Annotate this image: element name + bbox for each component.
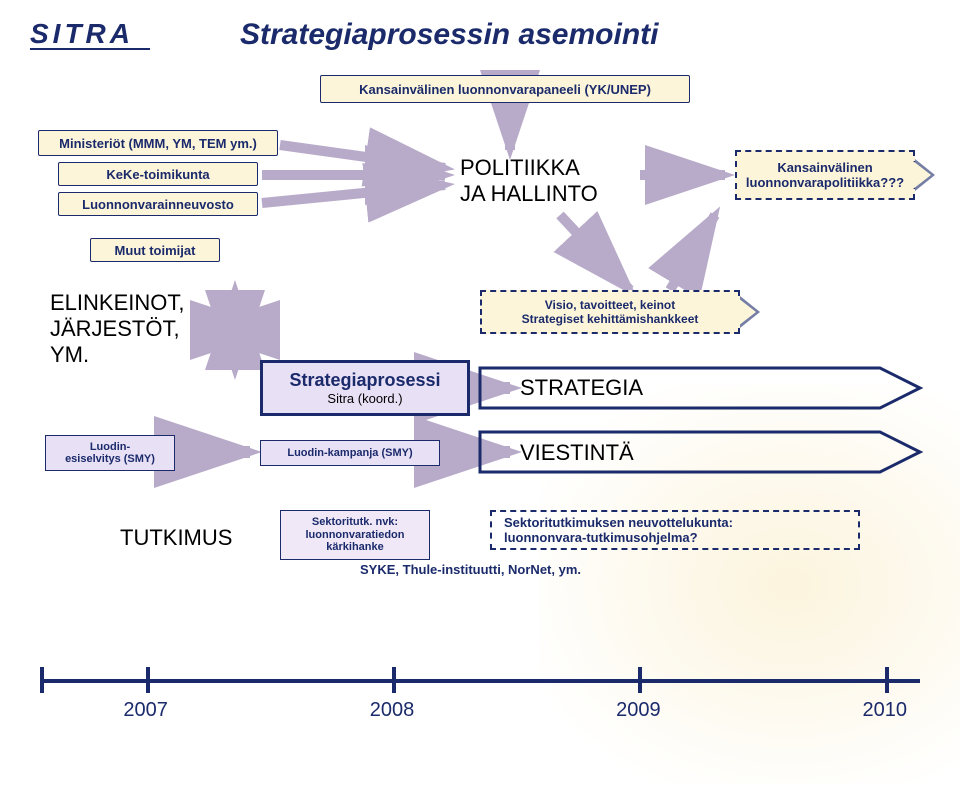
- logo-text: SITRA: [30, 18, 134, 49]
- strategy-sub: Sitra (koord.): [327, 391, 402, 406]
- viestinta-text: VIESTINTÄ: [520, 440, 634, 466]
- luodin-esi-box: Luodin- esiselvitys (SMY): [45, 435, 175, 471]
- sektori-l1: Sektoritutk. nvk:: [312, 516, 398, 529]
- strategia-text: STRATEGIA: [520, 375, 643, 401]
- elinkeinot-l2: JÄRJESTÖT,: [50, 316, 184, 342]
- visio-box: Visio, tavoitteet, keinot Strategiset ke…: [480, 290, 740, 334]
- policy-line1: POLITIIKKA: [460, 155, 598, 181]
- sektori-l3: kärkihanke: [326, 541, 383, 554]
- muut-box: Muut toimijat: [90, 238, 220, 262]
- intl-policy-text: Kansainvälinen luonnonvarapolitiikka???: [741, 160, 909, 190]
- tutkimus-text: TUTKIMUS: [120, 525, 232, 551]
- sektori-box: Sektoritutk. nvk: luonnonvaratiedon kärk…: [280, 510, 430, 560]
- timeline-tick-2008: [392, 667, 396, 693]
- elinkeinot-l3: YM.: [50, 342, 184, 368]
- sektori-long-box: Sektoritutkimuksen neuvottelukunta: luon…: [490, 510, 860, 550]
- visio-l2: Strategiset kehittämishankkeet: [522, 312, 699, 326]
- luodin-esi-l1: Luodin-: [90, 441, 130, 453]
- timeline-tick-2010: [885, 667, 889, 693]
- luodin-kamp-box: Luodin-kampanja (SMY): [260, 440, 440, 466]
- strategy-process-box: Strategiaprosessi Sitra (koord.): [260, 360, 470, 416]
- strategy-title: Strategiaprosessi: [289, 370, 440, 391]
- page-title: Strategiaprosessin asemointi: [240, 18, 658, 52]
- elinkeinot-block: ELINKEINOT, JÄRJESTÖT, YM.: [50, 290, 184, 368]
- year-2008: 2008: [370, 699, 415, 722]
- ministries-box: Ministeriöt (MMM, YM, TEM ym.): [38, 130, 278, 156]
- visio-l1: Visio, tavoitteet, keinot: [545, 298, 675, 312]
- year-2007: 2007: [123, 699, 168, 722]
- year-2010: 2010: [863, 699, 908, 722]
- timeline-tick-2009: [638, 667, 642, 693]
- timeline-tick-start: [40, 667, 44, 693]
- sektori-long-l2: luonnonvara-tutkimusohjelma?: [504, 530, 698, 545]
- sektori-l2: luonnonvaratiedon: [306, 529, 405, 542]
- intl-policy-box: Kansainvälinen luonnonvarapolitiikka???: [735, 150, 915, 200]
- keke-box: KeKe-toimikunta: [58, 162, 258, 186]
- timeline-tick-2007: [146, 667, 150, 693]
- timeline-line: [40, 679, 920, 683]
- policy-block: POLITIIKKA JA HALLINTO: [460, 155, 598, 207]
- sitra-logo: SITRA: [30, 18, 150, 50]
- top-banner-box: Kansainvälinen luonnonvarapaneeli (YK/UN…: [320, 75, 690, 103]
- syke-text: SYKE, Thule-instituutti, NorNet, ym.: [360, 562, 581, 577]
- luodin-esi-l2: esiselvitys (SMY): [65, 453, 155, 465]
- sektori-long-l1: Sektoritutkimuksen neuvottelukunta:: [504, 515, 733, 530]
- neuvosto-box: Luonnonvarainneuvosto: [58, 192, 258, 216]
- policy-line2: JA HALLINTO: [460, 181, 598, 207]
- elinkeinot-l1: ELINKEINOT,: [50, 290, 184, 316]
- year-2009: 2009: [616, 699, 661, 722]
